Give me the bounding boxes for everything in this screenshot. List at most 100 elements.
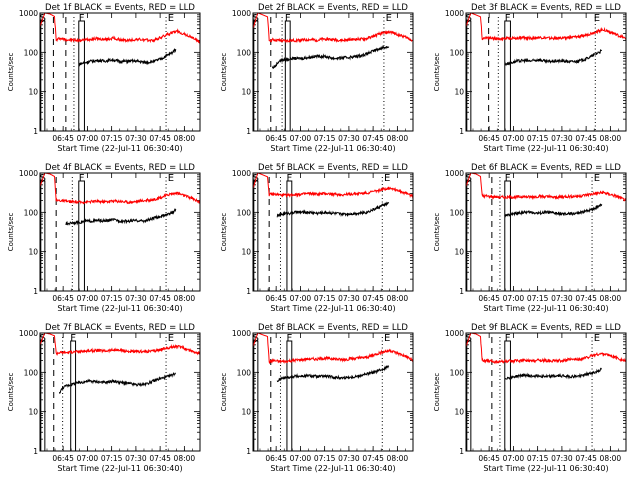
x-tick-label: 07:30 xyxy=(551,134,573,143)
x-tick-label: 07:15 xyxy=(314,134,336,143)
y-tick-label: 100 xyxy=(237,368,252,377)
x-tick-label: 08:00 xyxy=(387,454,409,463)
y-tick-label: 1 xyxy=(33,127,38,136)
series-line-lld xyxy=(465,172,627,202)
x-tick-label: 07:30 xyxy=(125,134,147,143)
y-tick-label: 10 xyxy=(28,248,38,257)
plot-frame xyxy=(252,332,414,452)
x-axis-label: Start Time (22-Jul-11 06:30:40) xyxy=(270,304,395,313)
x-tick-label: 07:15 xyxy=(527,134,549,143)
panel-title: Det 7f BLACK = Events, RED = LLD xyxy=(45,323,195,333)
y-tick-label: 10 xyxy=(28,408,38,417)
x-tick-label: 07:15 xyxy=(314,294,336,303)
x-tick-label: 07:00 xyxy=(503,294,525,303)
x-tick-label: 08:00 xyxy=(600,294,622,303)
x-tick-label: 07:45 xyxy=(575,294,597,303)
interval-box-s xyxy=(253,340,259,452)
series-line-lld xyxy=(465,332,627,365)
series-line-lld xyxy=(39,172,201,205)
interval-box-s xyxy=(40,20,46,132)
interval-box-f xyxy=(504,340,511,452)
y-axis-label: Counts/sec xyxy=(7,53,15,92)
series-line-lld xyxy=(39,332,201,356)
series-line-lld xyxy=(39,12,201,44)
y-tick-label: 1000 xyxy=(19,9,38,18)
series-line-events xyxy=(276,201,390,218)
y-tick-label: 1 xyxy=(246,287,251,296)
x-tick-label: 07:15 xyxy=(101,454,123,463)
y-tick-label: 1 xyxy=(246,447,251,456)
y-tick-label: 1 xyxy=(459,447,464,456)
interval-label-f: F xyxy=(70,333,76,344)
series-line-events xyxy=(58,372,176,395)
y-tick-label: 1 xyxy=(246,127,251,136)
y-tick-label: 100 xyxy=(450,368,465,377)
panel-det-4: Det 4f BLACK = Events, RED = LLD Counts/s… xyxy=(7,163,201,313)
y-tick-label: 1000 xyxy=(445,9,464,18)
x-tick-label: 07:45 xyxy=(575,454,597,463)
y-tick-label: 1000 xyxy=(19,169,38,178)
x-axis-label: Start Time (22-Jul-11 06:30:40) xyxy=(483,464,608,473)
plot-frame xyxy=(465,172,627,292)
y-tick-label: 10 xyxy=(241,248,251,257)
x-axis-label: Start Time (22-Jul-11 06:30:40) xyxy=(57,144,182,153)
x-tick-label: 07:45 xyxy=(362,294,384,303)
series-line-events xyxy=(504,203,603,218)
x-tick-label: 07:00 xyxy=(77,134,99,143)
y-tick-label: 1000 xyxy=(19,329,38,338)
panel-title: Det 1f BLACK = Events, RED = LLD xyxy=(45,3,195,13)
interval-label-e: E xyxy=(168,333,174,344)
interval-box-s xyxy=(466,20,472,132)
panel-det-1: Det 1f BLACK = Events, RED = LLD Counts/s… xyxy=(7,3,201,153)
plot-frame xyxy=(465,332,627,452)
interval-label-e: E xyxy=(168,173,174,184)
y-tick-label: 10 xyxy=(454,88,464,97)
interval-box-f xyxy=(284,20,291,132)
x-axis-label: Start Time (22-Jul-11 06:30:40) xyxy=(483,144,608,153)
x-tick-label: 06:45 xyxy=(52,134,74,143)
x-tick-label: 07:15 xyxy=(527,454,549,463)
interval-label-e: E xyxy=(594,333,600,344)
interval-label-f: F xyxy=(79,13,85,24)
interval-box-f xyxy=(286,180,293,292)
series-line-lld xyxy=(465,12,627,42)
panel-det-3: Det 3f BLACK = Events, RED = LLD Counts/s… xyxy=(433,3,627,153)
x-axis-label: Start Time (22-Jul-11 06:30:40) xyxy=(57,464,182,473)
interval-label-f: F xyxy=(505,13,511,24)
x-tick-label: 07:45 xyxy=(362,454,384,463)
interval-label-e: E xyxy=(594,13,600,24)
y-tick-label: 100 xyxy=(450,208,465,217)
x-tick-label: 08:00 xyxy=(174,454,196,463)
y-tick-label: 100 xyxy=(24,368,39,377)
x-tick-label: 07:00 xyxy=(290,454,312,463)
x-tick-label: 06:45 xyxy=(265,134,287,143)
panel-title: Det 3f BLACK = Events, RED = LLD xyxy=(471,3,621,13)
panel-title: Det 2f BLACK = Events, RED = LLD xyxy=(258,3,408,13)
interval-label-e: E xyxy=(594,173,600,184)
x-tick-label: 07:30 xyxy=(125,294,147,303)
panel-title: Det 4f BLACK = Events, RED = LLD xyxy=(45,163,195,173)
y-tick-label: 10 xyxy=(28,88,38,97)
y-tick-label: 10 xyxy=(241,88,251,97)
x-axis-label: Start Time (22-Jul-11 06:30:40) xyxy=(270,464,395,473)
series-line-lld xyxy=(252,12,414,44)
x-tick-label: 07:30 xyxy=(551,454,573,463)
interval-box-s xyxy=(253,180,259,292)
y-tick-label: 1000 xyxy=(232,329,251,338)
x-tick-label: 06:45 xyxy=(265,454,287,463)
series-line-events xyxy=(271,45,390,70)
x-tick-label: 07:00 xyxy=(503,454,525,463)
panel-title: Det 5f BLACK = Events, RED = LLD xyxy=(258,163,408,173)
y-tick-label: 100 xyxy=(24,208,39,217)
interval-label-e: E xyxy=(386,13,392,24)
panel-det-5: Det 5f BLACK = Events, RED = LLD Counts/s… xyxy=(220,163,414,313)
x-tick-label: 07:15 xyxy=(101,134,123,143)
y-axis-label: Counts/sec xyxy=(220,213,228,252)
y-tick-label: 10 xyxy=(454,248,464,257)
x-tick-label: 06:45 xyxy=(52,454,74,463)
x-tick-label: 07:30 xyxy=(551,294,573,303)
x-tick-label: 08:00 xyxy=(174,294,196,303)
x-tick-label: 07:45 xyxy=(149,454,171,463)
plot-frame xyxy=(252,12,414,132)
